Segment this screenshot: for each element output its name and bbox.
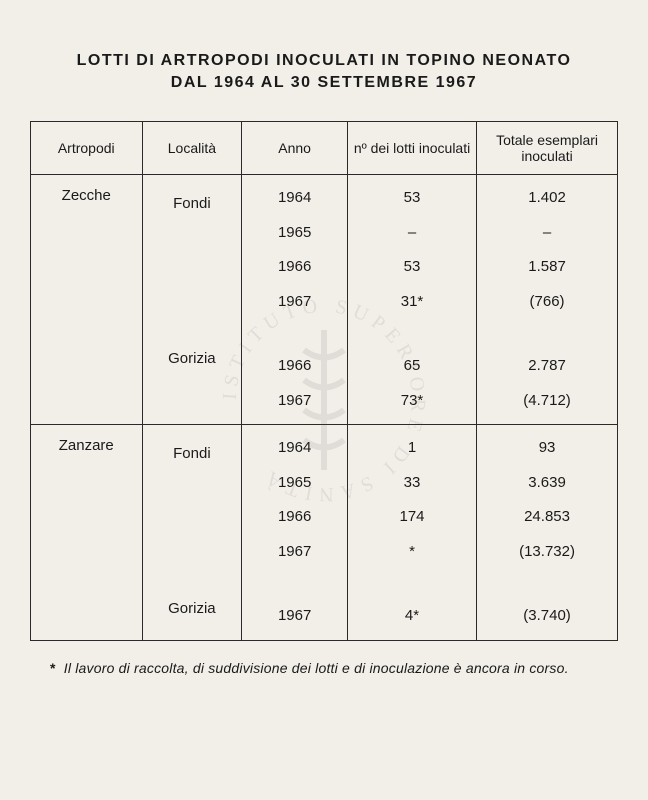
footnote-text: Il lavoro di raccolta, di suddivisione d… — [64, 660, 569, 676]
val: 1.587 — [483, 250, 611, 285]
val: – — [354, 216, 470, 251]
table-row: Zecche Fondi Gorizia 1964 1965 1966 1967… — [31, 175, 618, 425]
footnote-mark: * — [50, 660, 60, 676]
page: ISTITUTO SUPERIORE DI SANITÀ LOTTI DI AR… — [0, 0, 648, 800]
val: 1966 — [248, 500, 341, 535]
val: 1966 — [248, 250, 341, 285]
val: 1964 — [248, 181, 341, 216]
cell-anno: 1964 1965 1966 1967 1967 — [248, 431, 341, 634]
val: – — [483, 216, 611, 251]
th-anno: Anno — [242, 122, 348, 175]
title-line2: DAL 1964 AL 30 SETTEMBRE 1967 — [171, 74, 477, 91]
cell-artropodi: Zanzare — [31, 425, 143, 641]
cell-localita: Fondi Gorizia — [149, 187, 236, 376]
val: 33 — [354, 466, 470, 501]
loc-label: Gorizia — [149, 592, 236, 627]
val: 174 — [354, 500, 470, 535]
val: 1964 — [248, 431, 341, 466]
cell-anno: 1964 1965 1966 1967 1966 1967 — [248, 181, 341, 418]
val: 1966 — [248, 349, 341, 384]
val: 2.787 — [483, 349, 611, 384]
val: 1.402 — [483, 181, 611, 216]
val: (4.712) — [483, 384, 611, 419]
val: 1967 — [248, 285, 341, 320]
th-totale: Totale esemplari inoculati — [477, 122, 618, 175]
th-artropodi: Artropodi — [31, 122, 143, 175]
page-title: LOTTI DI ARTROPODI INOCULATI IN TOPINO N… — [30, 50, 618, 93]
table-row: Zanzare Fondi Gorizia 1964 1965 1966 196… — [31, 425, 618, 641]
cell-totale: 1.402 – 1.587 (766) 2.787 (4.712) — [483, 181, 611, 418]
cell-lotti: 53 – 53 31* 65 73* — [354, 181, 470, 418]
val: 65 — [354, 349, 470, 384]
th-lotti: nº dei lotti inoculati — [347, 122, 476, 175]
val: 1965 — [248, 216, 341, 251]
val: (766) — [483, 285, 611, 320]
val: 24.853 — [483, 500, 611, 535]
val: 53 — [354, 250, 470, 285]
cell-artropodi: Zecche — [31, 175, 143, 425]
val: 1967 — [248, 535, 341, 570]
title-line1: LOTTI DI ARTROPODI INOCULATI IN TOPINO N… — [77, 52, 572, 69]
val: 4* — [354, 599, 470, 634]
val: 73* — [354, 384, 470, 419]
loc-label: Fondi — [149, 437, 236, 472]
val: 31* — [354, 285, 470, 320]
val: 1967 — [248, 599, 341, 634]
footnote: * Il lavoro di raccolta, di suddivisione… — [30, 659, 618, 679]
val: * — [354, 535, 470, 570]
val: (3.740) — [483, 599, 611, 634]
cell-lotti: 1 33 174 * 4* — [354, 431, 470, 634]
table-header-row: Artropodi Località Anno nº dei lotti ino… — [31, 122, 618, 175]
val: 93 — [483, 431, 611, 466]
val: 1967 — [248, 384, 341, 419]
val: 1965 — [248, 466, 341, 501]
val: 1 — [354, 431, 470, 466]
data-table: Artropodi Località Anno nº dei lotti ino… — [30, 121, 618, 641]
val: (13.732) — [483, 535, 611, 570]
val: 3.639 — [483, 466, 611, 501]
th-localita: Località — [142, 122, 242, 175]
loc-label: Gorizia — [149, 342, 236, 377]
loc-label: Fondi — [149, 187, 236, 222]
val: 53 — [354, 181, 470, 216]
cell-localita: Fondi Gorizia — [149, 437, 236, 626]
cell-totale: 93 3.639 24.853 (13.732) (3.740) — [483, 431, 611, 634]
